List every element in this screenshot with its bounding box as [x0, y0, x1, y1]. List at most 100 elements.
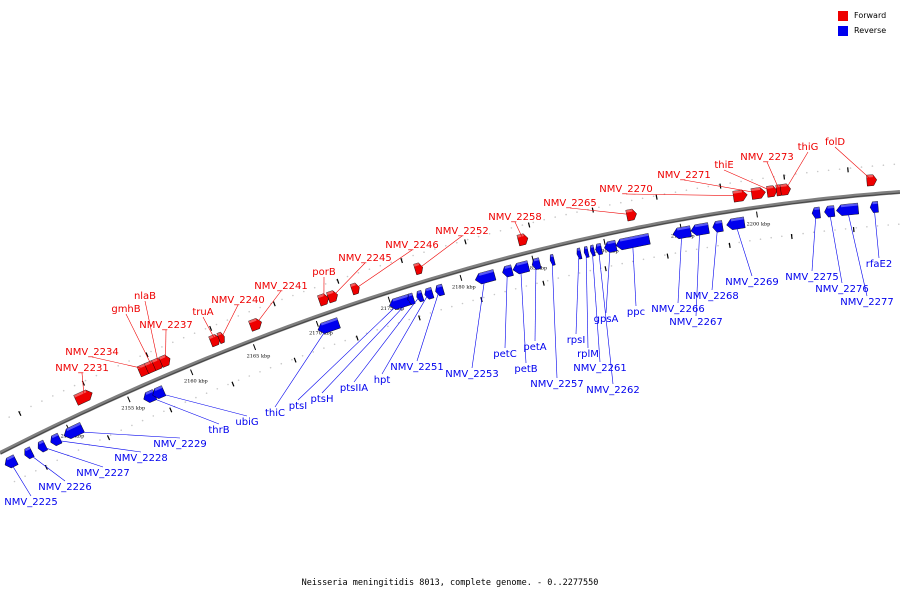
forward-gene[interactable] [516, 233, 529, 247]
gene-label[interactable]: NMV_2227 [76, 468, 129, 479]
reverse-gene[interactable] [811, 206, 821, 219]
gene-label[interactable]: NMV_2268 [685, 291, 738, 302]
forward-gene[interactable] [732, 189, 748, 203]
forward-gene[interactable] [779, 183, 791, 196]
gene-label[interactable]: NMV_2241 [254, 281, 307, 292]
gene-label[interactable]: thiC [265, 408, 285, 419]
scale-label: 2200 kbp [747, 221, 771, 227]
gene-label[interactable]: NMV_2258 [488, 212, 541, 223]
reverse-gene[interactable] [690, 222, 710, 237]
reverse-gene[interactable] [869, 201, 879, 213]
gene-label[interactable]: NMV_2261 [573, 363, 626, 374]
gene-label[interactable]: NMV_2257 [530, 379, 583, 390]
reverse-gene[interactable] [501, 264, 514, 278]
gene-label[interactable]: NMV_2267 [669, 317, 722, 328]
ruler-dot [301, 355, 304, 357]
forward-gene[interactable] [766, 185, 778, 198]
reverse-gene[interactable] [594, 243, 603, 256]
ruler-dot [706, 246, 709, 249]
gene-label[interactable]: NMV_2245 [338, 253, 391, 264]
reverse-gene[interactable] [62, 422, 85, 441]
forward-gene[interactable] [625, 208, 638, 222]
forward-gene[interactable] [326, 289, 339, 304]
reverse-gene[interactable] [434, 283, 445, 297]
forward-gene[interactable] [248, 317, 263, 332]
gene-label[interactable]: ubiG [235, 417, 258, 428]
reverse-gene[interactable] [415, 290, 425, 303]
gene-label[interactable]: NMV_2277 [840, 297, 893, 308]
gene-label[interactable]: ppc [627, 307, 645, 318]
reverse-gene[interactable] [672, 225, 692, 240]
reverse-gene[interactable] [512, 260, 531, 276]
gene-label[interactable]: NMV_2226 [38, 482, 91, 493]
reverse-gene[interactable] [549, 253, 556, 266]
ruler-tick [527, 222, 531, 228]
reverse-gene[interactable] [474, 269, 497, 285]
gene-label[interactable]: NMV_2275 [785, 272, 838, 283]
reverse-gene[interactable] [836, 202, 860, 216]
gene-label[interactable]: thiE [714, 160, 733, 171]
gene-label[interactable]: gmhB [111, 304, 140, 315]
gene-label[interactable]: folD [825, 137, 845, 148]
gene-label[interactable]: rfaE2 [866, 259, 892, 270]
gene-label[interactable]: NMV_2262 [586, 385, 639, 396]
gene-label[interactable]: NMV_2228 [114, 453, 167, 464]
gene-label[interactable]: thiG [798, 142, 819, 153]
gene-label[interactable]: NMV_2271 [657, 170, 710, 181]
gene-label[interactable]: NMV_2234 [65, 347, 118, 358]
gene-label[interactable]: NMV_2253 [445, 369, 498, 380]
reverse-gene[interactable] [531, 257, 542, 271]
forward-gene[interactable] [158, 353, 173, 368]
gene-label[interactable]: petB [514, 364, 537, 375]
gene-label[interactable]: thrB [208, 425, 229, 436]
gene-label[interactable]: ptsH [311, 394, 334, 405]
gene-label[interactable]: porB [312, 267, 336, 278]
reverse-gene[interactable] [824, 205, 836, 218]
gene-label[interactable]: NMV_2276 [815, 284, 868, 295]
reverse-gene[interactable] [3, 454, 19, 470]
gene-label[interactable]: petA [523, 342, 546, 353]
gene-label[interactable]: NMV_2229 [153, 439, 206, 450]
gene-label[interactable]: NMV_2252 [435, 226, 488, 237]
reverse-gene[interactable] [583, 246, 590, 258]
gene-label[interactable]: ptsI [289, 401, 307, 412]
gene-label[interactable]: rpsI [567, 335, 586, 346]
reverse-gene[interactable] [151, 385, 167, 401]
gene-label[interactable]: NMV_2265 [543, 198, 596, 209]
gene-label[interactable]: hpt [374, 375, 391, 386]
gene-label[interactable]: NMV_2237 [139, 320, 192, 331]
forward-gene[interactable] [73, 388, 95, 406]
gene-label[interactable]: gpsA [594, 314, 619, 325]
forward-gene[interactable] [413, 262, 424, 276]
reverse-gene[interactable] [589, 244, 596, 257]
reverse-gene[interactable] [576, 247, 583, 260]
forward-gene[interactable] [750, 187, 766, 200]
gene-label[interactable]: NMV_2251 [390, 362, 443, 373]
gene-label[interactable]: petC [493, 349, 516, 360]
leader-line [332, 262, 366, 297]
gene-label[interactable]: rplM [577, 349, 599, 360]
gene-label[interactable]: NMV_2231 [55, 363, 108, 374]
gene-label[interactable]: NMV_2269 [725, 277, 778, 288]
ruler-dot [333, 343, 336, 346]
forward-gene[interactable] [317, 292, 330, 307]
reverse-gene[interactable] [36, 439, 48, 453]
gene-label[interactable]: NMV_2246 [385, 240, 438, 251]
reverse-gene[interactable] [603, 239, 618, 253]
reverse-gene[interactable] [316, 317, 341, 336]
forward-gene[interactable] [208, 333, 222, 348]
reverse-gene[interactable] [712, 220, 724, 233]
gene-label[interactable]: nlaB [134, 291, 156, 302]
forward-gene[interactable] [349, 282, 361, 296]
reverse-gene[interactable] [406, 292, 416, 305]
gene-label[interactable]: truA [192, 307, 213, 318]
gene-label[interactable]: NMV_2225 [4, 497, 57, 508]
reverse-gene[interactable] [726, 216, 746, 231]
reverse-gene[interactable] [615, 233, 651, 251]
gene-label[interactable]: NMV_2273 [740, 152, 793, 163]
gene-label[interactable]: NMV_2240 [211, 295, 264, 306]
ruler-tick [18, 410, 22, 417]
gene-label[interactable]: NMV_2266 [651, 304, 704, 315]
gene-label[interactable]: ptsIIA [340, 383, 368, 394]
gene-label[interactable]: NMV_2270 [599, 184, 652, 195]
